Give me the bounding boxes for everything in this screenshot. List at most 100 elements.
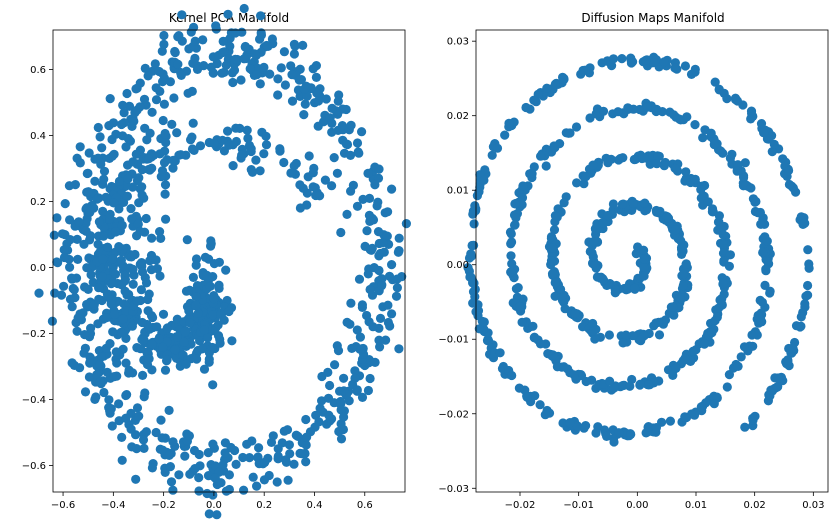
data-point (132, 175, 142, 186)
data-point (392, 283, 402, 293)
data-point (99, 174, 109, 184)
data-point (764, 134, 774, 144)
data-point (608, 199, 619, 209)
data-point (81, 226, 91, 236)
data-point (588, 252, 598, 262)
data-point (346, 186, 356, 196)
data-point (352, 138, 363, 148)
data-point (803, 290, 813, 300)
data-point (301, 457, 311, 467)
data-point (514, 383, 525, 393)
data-point (297, 449, 307, 459)
data-point (135, 226, 145, 236)
data-point (469, 240, 479, 250)
data-point (204, 354, 214, 364)
data-point (272, 477, 282, 487)
data-point (336, 227, 346, 238)
data-point (549, 225, 560, 235)
data-point (364, 193, 375, 203)
data-point (97, 143, 107, 153)
data-point (121, 358, 131, 368)
data-point (158, 309, 169, 319)
data-point (618, 338, 628, 348)
data-point (227, 336, 237, 346)
data-point (128, 264, 138, 274)
data-point (114, 242, 124, 252)
data-point (144, 354, 154, 364)
data-point (732, 96, 743, 106)
data-point (643, 422, 654, 432)
data-point (670, 63, 680, 73)
data-point (382, 231, 392, 241)
data-point (180, 451, 190, 461)
data-point (194, 486, 204, 496)
data-point (191, 260, 201, 270)
data-point (548, 350, 558, 360)
data-point (107, 421, 117, 431)
data-point (581, 172, 591, 182)
data-point (211, 21, 221, 31)
right-chart: Diffusion Maps Manifold −0.02 −0.01 0.00 0.… (438, 11, 829, 511)
data-point (121, 413, 131, 423)
data-point (221, 486, 231, 496)
data-point (218, 460, 228, 470)
data-point (719, 256, 729, 266)
data-point (161, 137, 171, 148)
data-point (165, 77, 175, 87)
data-point (300, 99, 310, 109)
data-point (706, 128, 716, 138)
data-point (208, 68, 218, 78)
data-point (320, 175, 330, 185)
data-point (199, 325, 209, 335)
data-point (372, 201, 382, 211)
data-point (617, 199, 628, 209)
data-point (671, 363, 681, 373)
data-point (260, 457, 270, 467)
data-point (147, 233, 157, 243)
data-point (95, 377, 105, 387)
data-point (401, 219, 411, 229)
data-point (75, 158, 85, 168)
y-tick-label: −0.03 (438, 484, 469, 495)
data-point (223, 126, 233, 136)
data-point (468, 209, 478, 219)
data-point (251, 155, 261, 165)
data-point (500, 130, 510, 140)
data-point (188, 118, 198, 128)
data-point (160, 128, 170, 139)
data-point (629, 154, 639, 165)
data-point (552, 212, 562, 222)
data-point (686, 69, 697, 79)
data-point (317, 396, 327, 406)
data-point (133, 219, 143, 229)
data-point (511, 213, 521, 223)
data-point (621, 330, 631, 340)
data-point (168, 163, 178, 173)
data-point (383, 300, 393, 310)
data-point (143, 71, 153, 81)
data-point (151, 95, 162, 105)
data-point (341, 389, 351, 399)
data-point (663, 213, 674, 223)
data-point (199, 364, 210, 374)
data-point (94, 193, 104, 203)
left-chart-x-axis: −0.6 −0.4 −0.2 0.0 0.2 0.4 0.6 (51, 492, 373, 511)
data-point (356, 344, 366, 354)
data-point (105, 209, 115, 219)
x-tick-label: 0.6 (357, 500, 373, 511)
data-point (653, 151, 663, 161)
data-point (106, 299, 116, 309)
data-point (95, 132, 105, 142)
data-point (98, 254, 108, 264)
y-tick-label: 0.02 (447, 111, 469, 122)
data-point (169, 93, 179, 103)
data-point (240, 42, 250, 52)
data-point (85, 207, 95, 217)
data-point (747, 330, 757, 340)
data-point (716, 146, 726, 156)
data-point (651, 423, 662, 433)
data-point (291, 430, 301, 440)
data-point (203, 333, 213, 343)
data-point (243, 133, 253, 143)
data-point (230, 28, 240, 38)
